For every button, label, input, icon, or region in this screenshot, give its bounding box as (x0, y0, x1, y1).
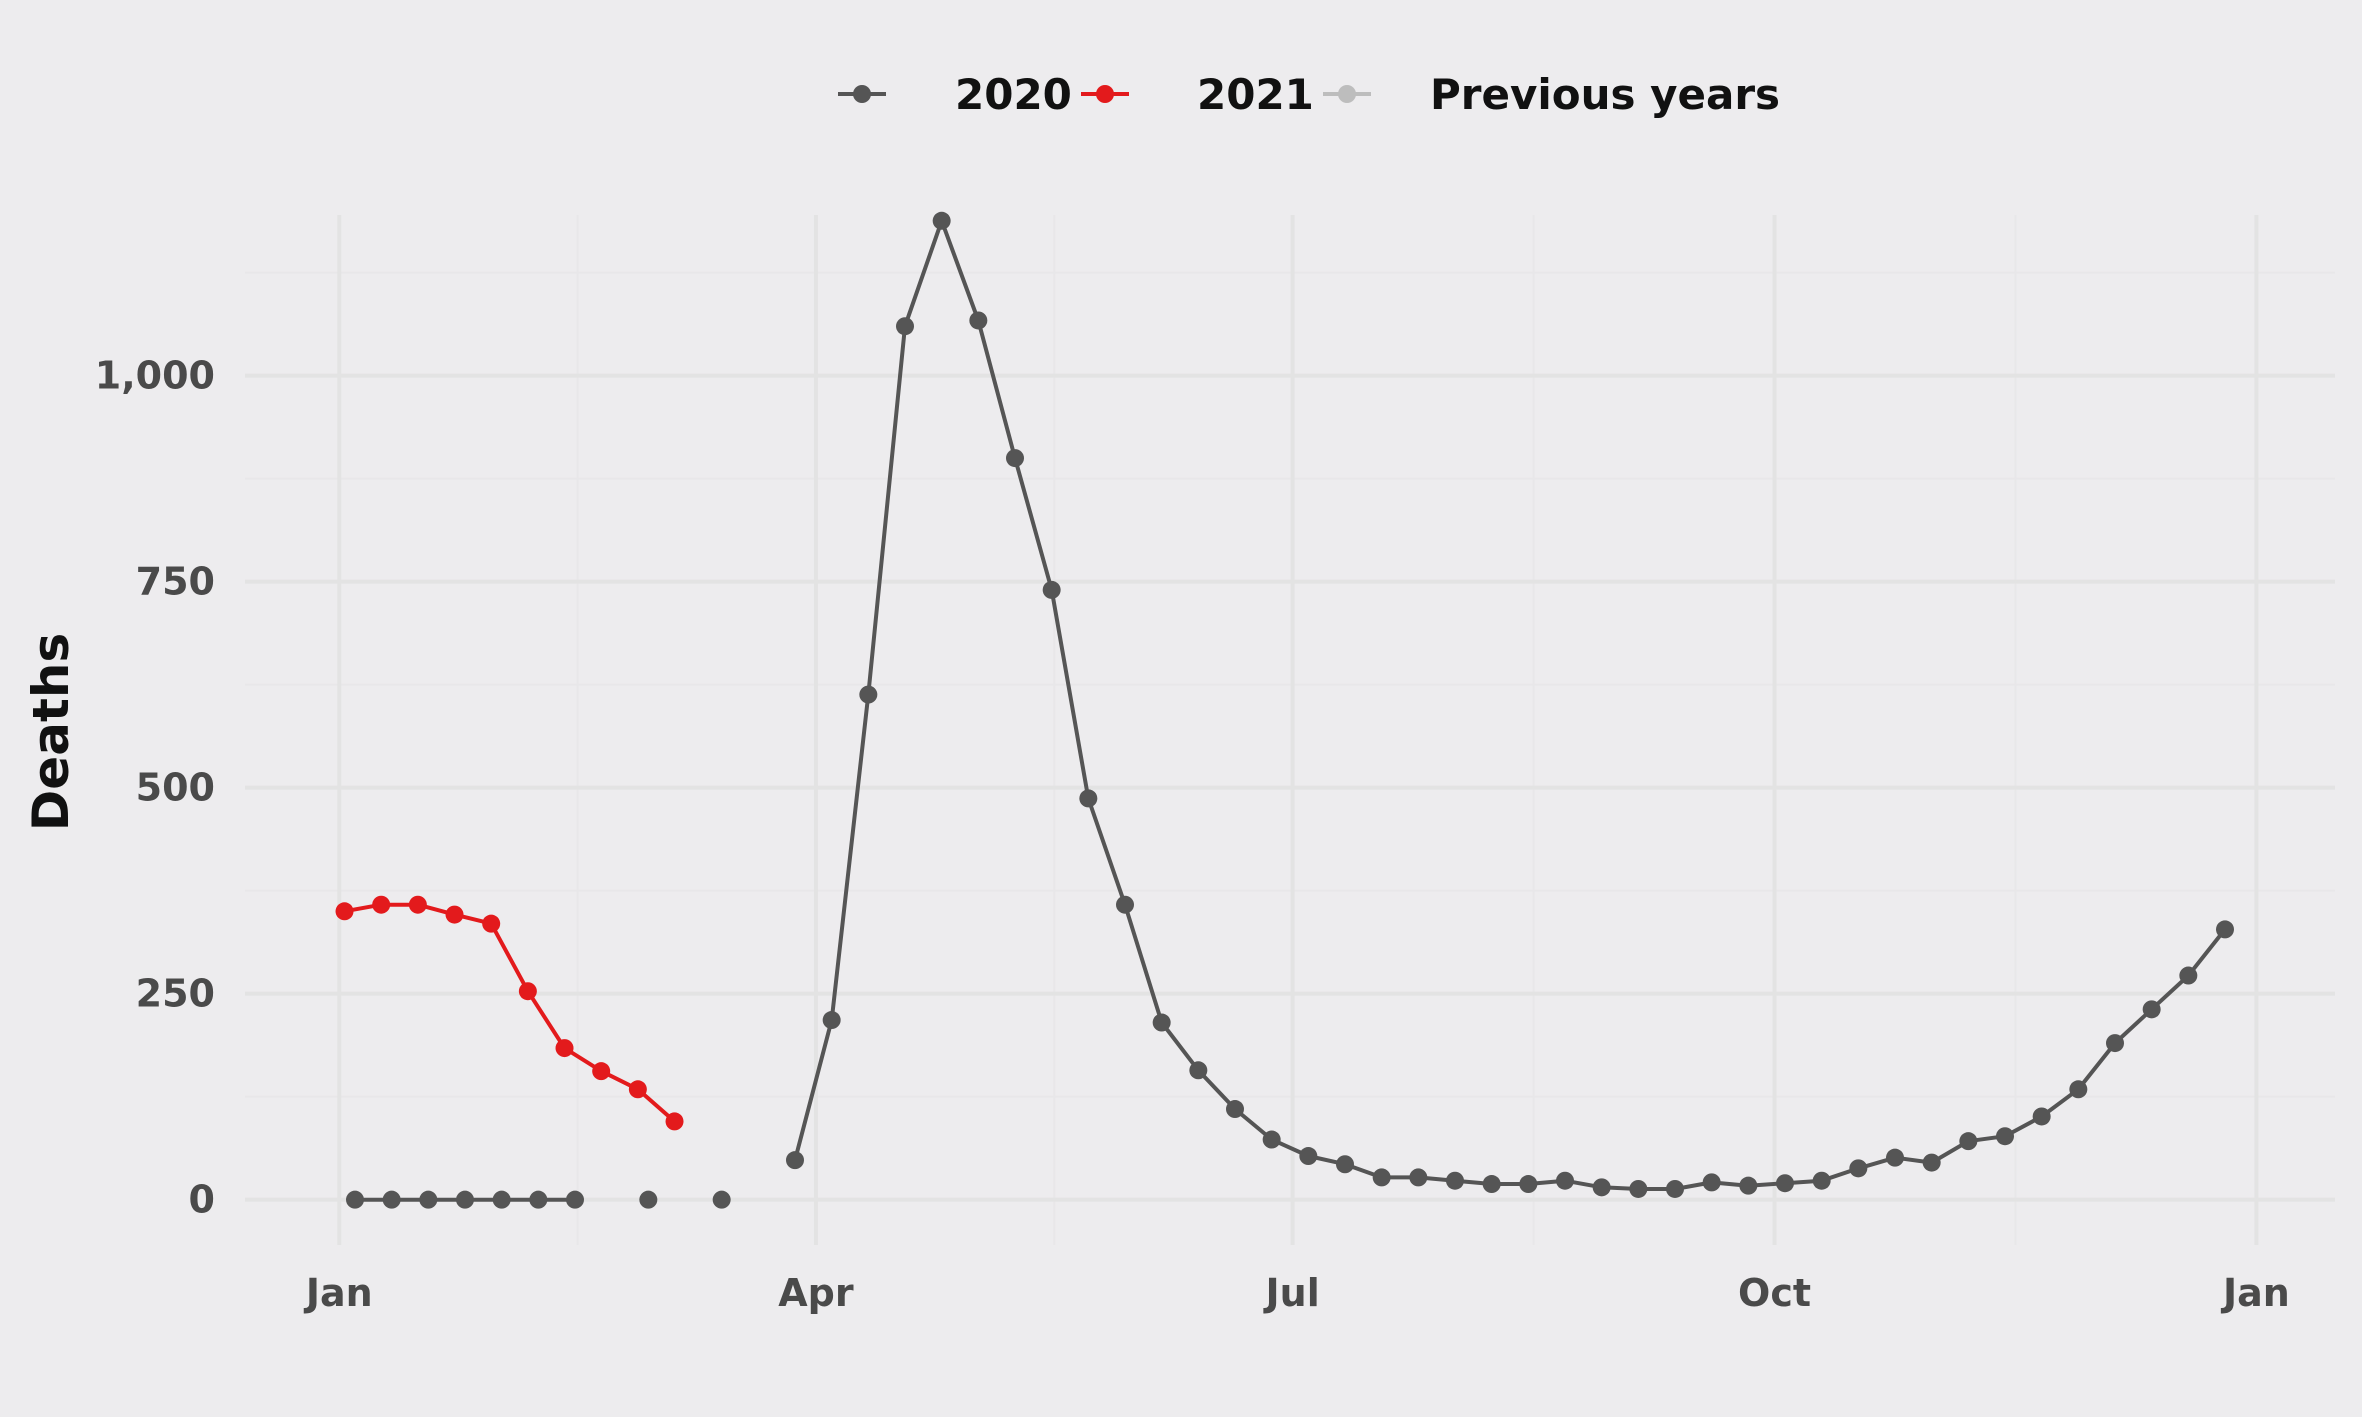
y-axis-ticks: 0 250 500 750 1,000 (95, 354, 215, 1222)
data-point (712, 1190, 731, 1209)
data-point (1959, 1132, 1978, 1151)
data-point (1262, 1130, 1281, 1149)
legend-item: Previous years (1323, 70, 1780, 119)
data-point (1666, 1179, 1684, 1198)
data-point (335, 902, 354, 921)
grid (245, 215, 2335, 1245)
data-point (822, 1011, 841, 1030)
series-2020 (346, 211, 2234, 1209)
data-point (2069, 1080, 2088, 1099)
data-point (665, 1112, 684, 1131)
legend-key-point (853, 85, 871, 103)
data-point (1042, 580, 1061, 599)
data-point (1299, 1147, 1318, 1166)
data-point (445, 905, 464, 924)
data-point (1336, 1155, 1354, 1174)
data-point (555, 1039, 574, 1058)
data-point (482, 914, 501, 933)
data-point (1372, 1168, 1391, 1187)
data-point (1482, 1175, 1501, 1194)
data-point (1812, 1171, 1831, 1190)
series-2021 (335, 895, 684, 1131)
data-point (566, 1190, 584, 1209)
data-point (2216, 920, 2234, 939)
legend-item: 2020 (838, 70, 1072, 119)
data-point (786, 1151, 804, 1170)
data-point (896, 317, 914, 336)
data-point (2032, 1107, 2051, 1126)
data-point (419, 1190, 438, 1209)
data-point (1006, 449, 1024, 468)
legend: 2020 2021 Previous years (838, 70, 1780, 119)
data-point (1556, 1171, 1574, 1190)
data-point (1226, 1100, 1244, 1119)
data-point (1886, 1148, 1904, 1167)
data-point (372, 895, 391, 914)
data-point (456, 1190, 474, 1209)
data-point (382, 1190, 401, 1209)
y-tick-label: 0 (189, 1178, 215, 1222)
data-point (859, 685, 878, 704)
x-tick-label: Jan (303, 1271, 373, 1315)
data-point (492, 1190, 511, 1209)
legend-item: 2021 (1081, 70, 1314, 119)
data-point (529, 1190, 548, 1209)
y-tick-label: 750 (136, 560, 215, 604)
data-point (1519, 1175, 1538, 1194)
data-point (1189, 1061, 1208, 1080)
data-point (346, 1190, 364, 1209)
x-tick-label: Apr (778, 1271, 854, 1315)
x-tick-label: Oct (1738, 1271, 1811, 1315)
data-point (1996, 1127, 2014, 1146)
data-point (1446, 1171, 1464, 1190)
data-point (1409, 1168, 1428, 1187)
series-line (793, 218, 2227, 1191)
y-tick-label: 500 (136, 766, 215, 810)
data-point (1922, 1153, 1941, 1172)
data-point (1849, 1159, 1868, 1178)
data-point (1629, 1179, 1648, 1198)
x-axis-ticks: Jan Apr Jul Oct Jan (303, 1271, 2290, 1315)
data-point (2106, 1034, 2124, 1053)
y-axis-title: Deaths (22, 633, 80, 831)
y-tick-label: 1,000 (95, 354, 215, 398)
data-point (1592, 1178, 1611, 1197)
series-layer (335, 211, 2234, 1209)
data-point (408, 895, 427, 914)
data-point (1079, 789, 1098, 808)
data-point (1116, 895, 1134, 914)
data-point (2142, 1000, 2161, 1019)
data-point (932, 211, 951, 230)
x-tick-label: Jan (2220, 1271, 2290, 1315)
data-point (1152, 1013, 1171, 1032)
data-point (628, 1080, 647, 1099)
data-point (2179, 966, 2198, 985)
series-line (344, 902, 676, 1123)
y-tick-label: 250 (136, 972, 215, 1016)
data-point (639, 1190, 658, 1209)
data-point (518, 982, 537, 1001)
legend-key-point (1096, 85, 1114, 103)
legend-key-point (1338, 85, 1356, 103)
data-point (1702, 1173, 1721, 1192)
legend-label: 2020 (955, 70, 1072, 119)
x-tick-label: Jul (1263, 1271, 1320, 1315)
data-point (969, 311, 988, 330)
data-point (592, 1062, 611, 1081)
legend-label: 2021 (1197, 70, 1314, 119)
legend-label: Previous years (1430, 70, 1780, 119)
data-point (1739, 1176, 1758, 1195)
data-point (1776, 1174, 1794, 1193)
